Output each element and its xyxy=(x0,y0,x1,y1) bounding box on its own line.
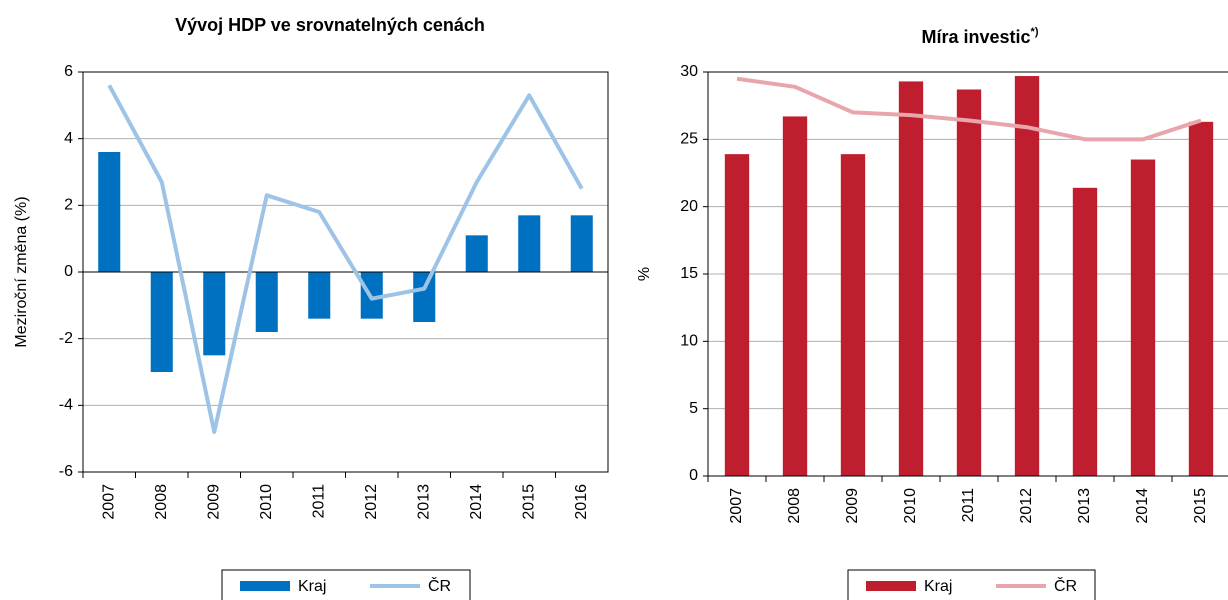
x-tick-label: 2008 xyxy=(786,488,803,524)
chart-title: Vývoj HDP ve srovnatelných cenách xyxy=(175,15,485,35)
x-tick-label: 2014 xyxy=(1134,488,1151,524)
y-tick-label: -4 xyxy=(59,397,73,414)
x-tick-label: 2012 xyxy=(1018,488,1035,524)
y-tick-label: 30 xyxy=(680,63,698,80)
plot-border xyxy=(707,71,1228,477)
x-tick-label: 2011 xyxy=(960,488,977,523)
bar xyxy=(1130,159,1156,477)
bar xyxy=(724,154,750,476)
bar xyxy=(1072,187,1098,476)
title-text: Míra investic xyxy=(922,27,1031,47)
y-tick-label: 5 xyxy=(689,400,698,417)
x-tick-label: 2015 xyxy=(520,484,537,520)
x-tick-label: 2012 xyxy=(363,484,380,520)
legend-label: ČR xyxy=(1054,576,1077,595)
y-tick-label: 20 xyxy=(680,198,698,215)
legend-swatch xyxy=(240,581,290,591)
legend-label: ČR xyxy=(428,576,451,595)
bar xyxy=(840,154,866,476)
y-tick-label: -2 xyxy=(59,330,73,347)
y-axis-label: Meziroční změna (%) xyxy=(13,196,30,347)
y-tick-label: 4 xyxy=(64,130,73,147)
x-tick-label: 2014 xyxy=(468,484,485,520)
title-note: *) xyxy=(1031,26,1039,38)
x-tick-label: 2007 xyxy=(728,488,745,524)
x-tick-label: 2009 xyxy=(844,488,861,524)
bar xyxy=(465,235,488,272)
y-tick-label: 25 xyxy=(680,131,698,148)
bar xyxy=(203,272,226,356)
legend-swatch xyxy=(866,581,916,591)
bar xyxy=(150,272,173,372)
bar xyxy=(308,272,331,319)
x-tick-label: 2013 xyxy=(415,484,432,520)
x-tick-label: 2016 xyxy=(573,484,590,520)
bar xyxy=(98,152,121,272)
bar xyxy=(956,89,982,477)
bar xyxy=(898,81,924,476)
y-tick-label: -6 xyxy=(59,463,73,480)
x-tick-label: 2015 xyxy=(1192,488,1209,524)
y-tick-label: 10 xyxy=(680,333,698,350)
bar xyxy=(1188,121,1214,477)
x-tick-label: 2010 xyxy=(902,488,919,524)
y-tick-label: 15 xyxy=(680,265,698,282)
x-tick-label: 2009 xyxy=(205,484,222,520)
legend-label: Kraj xyxy=(298,578,326,595)
bar xyxy=(255,272,278,332)
y-tick-label: 0 xyxy=(689,467,698,484)
y-axis-label: % xyxy=(636,267,653,281)
bar xyxy=(413,272,436,322)
line xyxy=(107,84,584,434)
y-tick-label: 2 xyxy=(64,197,73,214)
x-tick-label: 2007 xyxy=(100,484,117,520)
x-tick-label: 2010 xyxy=(258,484,275,520)
y-tick-label: 0 xyxy=(64,263,73,280)
x-tick-label: 2008 xyxy=(153,484,170,520)
bar xyxy=(570,215,593,272)
bar xyxy=(782,116,808,476)
legend-label: Kraj xyxy=(924,578,952,595)
y-tick-label: 6 xyxy=(64,63,73,80)
x-tick-label: 2013 xyxy=(1076,488,1093,524)
bar xyxy=(518,215,541,272)
line xyxy=(736,76,1202,142)
x-tick-label: 2011 xyxy=(310,484,327,519)
chart-title: Míra investic*) xyxy=(922,26,1039,47)
bar xyxy=(1014,76,1040,476)
title-text: Vývoj HDP ve srovnatelných cenách xyxy=(175,15,485,35)
